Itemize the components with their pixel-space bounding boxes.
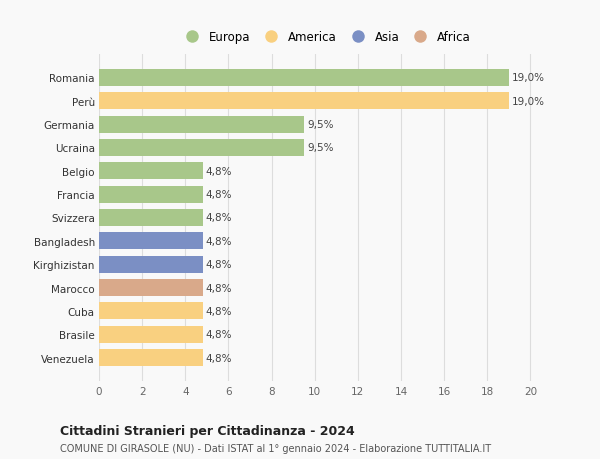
Text: 4,8%: 4,8%: [206, 353, 232, 363]
Bar: [99, 349, 203, 366]
Bar: [99, 256, 203, 273]
Bar: [99, 233, 203, 250]
Bar: [99, 140, 304, 157]
Text: 9,5%: 9,5%: [307, 120, 334, 130]
Text: 19,0%: 19,0%: [512, 73, 545, 83]
Text: 4,8%: 4,8%: [206, 330, 232, 340]
Bar: [99, 163, 203, 180]
Text: 4,8%: 4,8%: [206, 167, 232, 176]
Bar: [99, 93, 509, 110]
Bar: [99, 70, 509, 87]
Bar: [99, 303, 203, 319]
Text: 9,5%: 9,5%: [307, 143, 334, 153]
Text: 4,8%: 4,8%: [206, 260, 232, 269]
Text: Cittadini Stranieri per Cittadinanza - 2024: Cittadini Stranieri per Cittadinanza - 2…: [60, 425, 355, 437]
Bar: [99, 326, 203, 343]
Text: 4,8%: 4,8%: [206, 213, 232, 223]
Bar: [99, 280, 203, 296]
Bar: [99, 117, 304, 133]
Text: 4,8%: 4,8%: [206, 283, 232, 293]
Text: COMUNE DI GIRASOLE (NU) - Dati ISTAT al 1° gennaio 2024 - Elaborazione TUTTITALI: COMUNE DI GIRASOLE (NU) - Dati ISTAT al …: [60, 443, 491, 453]
Text: 4,8%: 4,8%: [206, 190, 232, 200]
Legend: Europa, America, Asia, Africa: Europa, America, Asia, Africa: [178, 28, 473, 46]
Bar: [99, 210, 203, 226]
Text: 4,8%: 4,8%: [206, 236, 232, 246]
Text: 19,0%: 19,0%: [512, 96, 545, 106]
Bar: [99, 186, 203, 203]
Text: 4,8%: 4,8%: [206, 306, 232, 316]
